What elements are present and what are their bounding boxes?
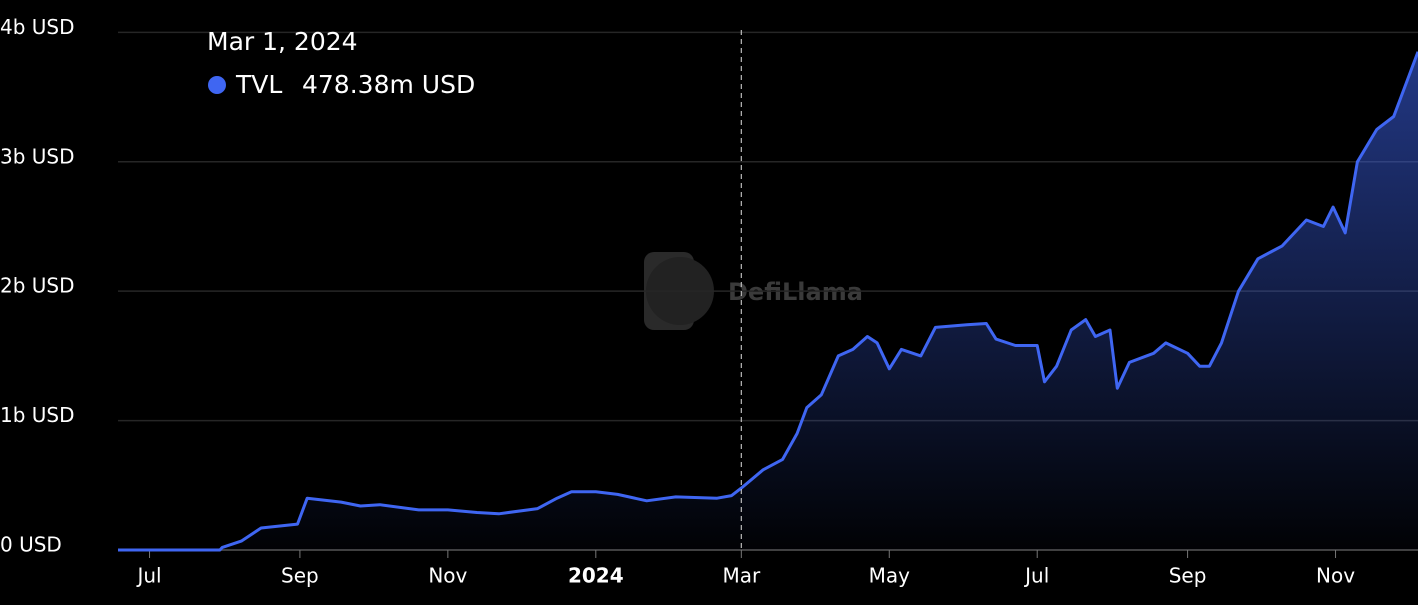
y-tick-label: 0 USD xyxy=(0,533,62,557)
watermark-text: DefiLlama xyxy=(728,278,863,306)
y-tick-label: 4b USD xyxy=(0,15,75,39)
y-tick-label: 2b USD xyxy=(0,274,75,298)
x-tick-label: Jul xyxy=(135,564,161,588)
x-tick-label: Sep xyxy=(281,564,319,588)
x-tick-label: Jul xyxy=(1023,564,1049,588)
area xyxy=(118,51,1418,551)
y-tick-label: 1b USD xyxy=(0,403,75,427)
tooltip-value: 478.38m USD xyxy=(302,70,475,99)
x-tick-label: Sep xyxy=(1169,564,1207,588)
legend-dot xyxy=(208,76,226,94)
line xyxy=(118,51,1418,552)
y-tick-label: 3b USD xyxy=(0,144,75,168)
legend-label: TVL xyxy=(235,70,282,99)
x-tick-label: Nov xyxy=(1316,564,1355,588)
x-tick-label: Mar xyxy=(722,564,761,588)
tooltip-date: Mar 1, 2024 xyxy=(207,27,358,56)
x-tick-label: Nov xyxy=(428,564,467,588)
x-tick-label: May xyxy=(869,564,911,588)
x-tick-label: 2024 xyxy=(568,564,624,588)
watermark: DefiLlama xyxy=(644,252,863,330)
